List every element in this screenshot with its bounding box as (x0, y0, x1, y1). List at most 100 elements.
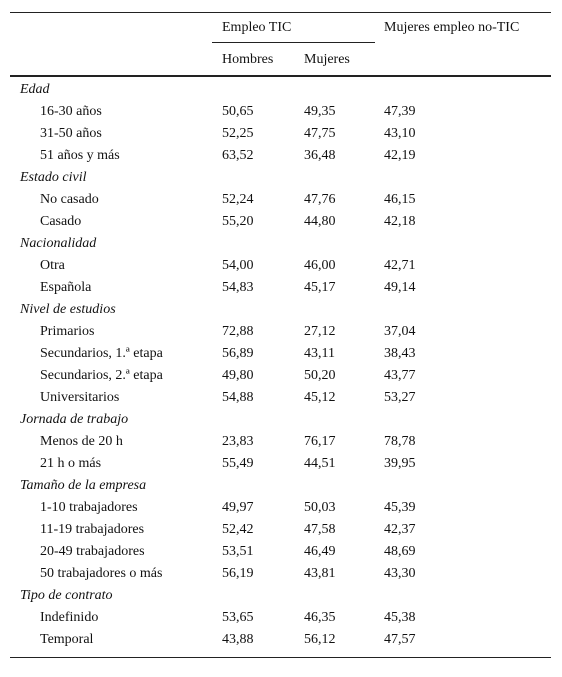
cell-men: 55,49 (222, 456, 254, 471)
table-bottom-padding (10, 651, 551, 657)
cell-women: 45,12 (304, 390, 336, 405)
row-label: 50 trabajadores o más (40, 566, 163, 581)
cell-women-non-ict: 42,18 (384, 214, 416, 229)
section-header-row: Tipo de contrato (10, 585, 551, 607)
row-label: Secundarios, 2.ª etapa (40, 368, 163, 383)
cell-women: 46,35 (304, 610, 336, 625)
cell-women-non-ict: 78,78 (384, 434, 416, 449)
row-label: 31-50 años (40, 126, 102, 141)
table-row: 1-10 trabajadores 49,97 50,03 45,39 (10, 497, 551, 519)
table-row: 51 años y más 63,52 36,48 42,19 (10, 145, 551, 167)
table-row: 31-50 años 52,25 47,75 43,10 (10, 123, 551, 145)
cell-women-non-ict: 49,14 (384, 280, 416, 295)
cell-women: 47,75 (304, 126, 336, 141)
row-label: Casado (40, 214, 82, 229)
table-row: No casado 52,24 47,76 46,15 (10, 189, 551, 211)
column-group-rule (212, 42, 375, 43)
cell-women: 36,48 (304, 148, 336, 163)
table-row: 11-19 trabajadores 52,42 47,58 42,37 (10, 519, 551, 541)
cell-women-non-ict: 43,10 (384, 126, 416, 141)
section-header-row: Nacionalidad (10, 233, 551, 255)
row-label: Menos de 20 h (40, 434, 123, 449)
column-header-men: Hombres (222, 52, 274, 67)
cell-men: 49,97 (222, 500, 254, 515)
row-label: 21 h o más (40, 456, 102, 471)
cell-men: 72,88 (222, 324, 254, 339)
cell-women: 44,51 (304, 456, 336, 471)
cell-men: 63,52 (222, 148, 254, 163)
table-row: 21 h o más 55,49 44,51 39,95 (10, 453, 551, 475)
data-table: Empleo TIC Hombres Mujeres Mujeres emple… (10, 12, 551, 658)
cell-women: 43,81 (304, 566, 336, 581)
cell-women: 76,17 (304, 434, 336, 449)
cell-men: 53,65 (222, 610, 254, 625)
cell-men: 56,89 (222, 346, 254, 361)
cell-women-non-ict: 39,95 (384, 456, 416, 471)
cell-women: 47,58 (304, 522, 336, 537)
table-row: Universitarios 54,88 45,12 53,27 (10, 387, 551, 409)
section-header-row: Jornada de trabajo (10, 409, 551, 431)
table-header: Empleo TIC Hombres Mujeres Mujeres emple… (10, 13, 551, 77)
table-row: Indefinido 53,65 46,35 45,38 (10, 607, 551, 629)
row-label: 51 años y más (40, 148, 120, 163)
section-title: Edad (20, 82, 50, 97)
cell-women: 46,49 (304, 544, 336, 559)
cell-women-non-ict: 37,04 (384, 324, 416, 339)
cell-men: 43,88 (222, 632, 254, 647)
row-label: Primarios (40, 324, 95, 339)
cell-women-non-ict: 43,77 (384, 368, 416, 383)
section-title: Jornada de trabajo (20, 412, 129, 427)
cell-men: 55,20 (222, 214, 254, 229)
table-row: Española 54,83 45,17 49,14 (10, 277, 551, 299)
section-header-row: Estado civil (10, 167, 551, 189)
row-label: Temporal (40, 632, 94, 647)
cell-women: 44,80 (304, 214, 336, 229)
cell-women-non-ict: 38,43 (384, 346, 416, 361)
row-label: Indefinido (40, 610, 99, 625)
cell-women: 50,03 (304, 500, 336, 515)
section-header-row: Edad (10, 79, 551, 101)
row-label: Española (40, 280, 92, 295)
table-row: 20-49 trabajadores 53,51 46,49 48,69 (10, 541, 551, 563)
cell-women-non-ict: 42,19 (384, 148, 416, 163)
table-row: 16-30 años 50,65 49,35 47,39 (10, 101, 551, 123)
cell-women-non-ict: 42,37 (384, 522, 416, 537)
cell-men: 54,83 (222, 280, 254, 295)
row-label: 20-49 trabajadores (40, 544, 145, 559)
cell-women-non-ict: 46,15 (384, 192, 416, 207)
cell-women-non-ict: 48,69 (384, 544, 416, 559)
cell-women: 46,00 (304, 258, 336, 273)
cell-men: 52,24 (222, 192, 254, 207)
table-body: Edad 16-30 años 50,65 49,35 47,39 31-50 años 5… (10, 79, 551, 657)
row-label: 1-10 trabajadores (40, 500, 138, 515)
cell-women-non-ict: 47,57 (384, 632, 416, 647)
table-row: Temporal 43,88 56,12 47,57 (10, 629, 551, 651)
cell-women-non-ict: 45,39 (384, 500, 416, 515)
cell-women: 45,17 (304, 280, 336, 295)
row-label: 11-19 trabajadores (40, 522, 145, 537)
cell-women: 43,11 (304, 346, 335, 361)
row-label: No casado (40, 192, 99, 207)
cell-women: 27,12 (304, 324, 336, 339)
cell-women: 56,12 (304, 632, 336, 647)
cell-men: 53,51 (222, 544, 254, 559)
row-label: Secundarios, 1.ª etapa (40, 346, 163, 361)
section-header-row: Nivel de estudios (10, 299, 551, 321)
table-row: Secundarios, 1.ª etapa 56,89 43,11 38,43 (10, 343, 551, 365)
cell-men: 50,65 (222, 104, 254, 119)
row-label: 16-30 años (40, 104, 102, 119)
cell-women-non-ict: 47,39 (384, 104, 416, 119)
section-title: Tipo de contrato (20, 588, 113, 603)
table-row: Otra 54,00 46,00 42,71 (10, 255, 551, 277)
section-title: Estado civil (20, 170, 87, 185)
cell-women-non-ict: 45,38 (384, 610, 416, 625)
cell-men: 52,42 (222, 522, 254, 537)
column-header-women-non-ict: Mujeres empleo no-TIC (384, 20, 520, 35)
cell-women: 49,35 (304, 104, 336, 119)
section-title: Nacionalidad (20, 236, 97, 251)
section-title: Tamaño de la empresa (20, 478, 147, 493)
cell-men: 49,80 (222, 368, 254, 383)
cell-women: 47,76 (304, 192, 336, 207)
column-header-women: Mujeres (304, 52, 350, 67)
column-group-header: Empleo TIC (222, 20, 292, 35)
